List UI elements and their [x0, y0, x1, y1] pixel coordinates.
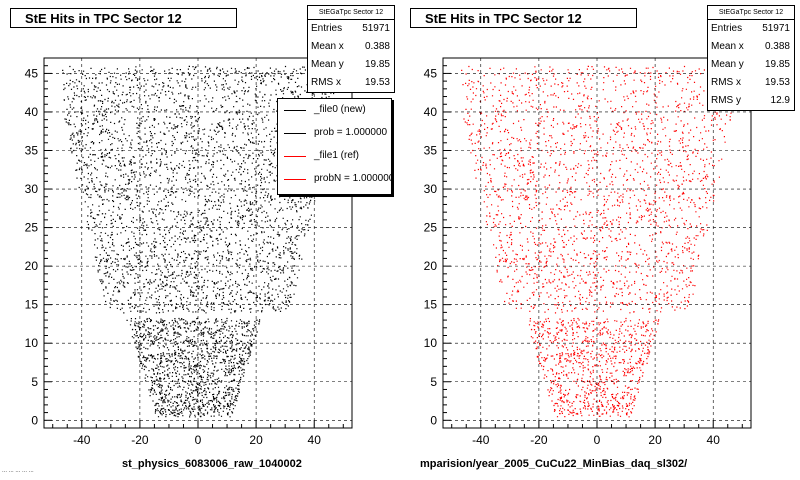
right-stats-rms-y: RMS y 12.9 [711, 95, 790, 106]
right-ytick-label: 45 [424, 66, 438, 80]
right-scatter-points [461, 65, 734, 418]
right-ytick-label: 30 [424, 182, 438, 196]
right-ytick-label: 35 [424, 144, 438, 158]
left-xtick-label: 0 [195, 433, 202, 447]
left-stats-rms-x: RMS x 19.53 [311, 77, 390, 88]
left-footer-label: st_physics_6083006_raw_1040002 [122, 458, 302, 470]
right-ytick-label: 0 [430, 413, 437, 427]
right-stats-mean-x: Mean x 0.388 [711, 41, 790, 52]
right-stats-name: StEGaTpc Sector 12 [708, 6, 794, 20]
right-ytick-label: 10 [424, 336, 438, 350]
right-stats-mean-y: Mean y 19.85 [711, 59, 790, 70]
right-xtick-label: -20 [530, 433, 548, 447]
right-ytick-label: 25 [424, 221, 438, 235]
left-grid [44, 58, 352, 428]
bottom-left-text: ... ... ... ... ... [2, 468, 34, 474]
right-xtick-label: 40 [707, 433, 721, 447]
left-ytick-label: 5 [31, 375, 38, 389]
left-ytick-label: 20 [25, 259, 39, 273]
left-stats-box: StEGaTpc Sector 12 Entries 51971 Mean x 0.… [307, 5, 395, 93]
left-plot: -40 -20 0 20 40 0 5 10 15 20 25 30 35 40 45 [25, 57, 353, 447]
left-ytick-label: 45 [25, 66, 39, 80]
right-stats-rms-x: RMS x 19.53 [711, 77, 790, 88]
legend-item-probn: probN = 1.000000 [278, 170, 391, 188]
left-ytick-label: 35 [25, 144, 39, 158]
right-plot: -40 -20 0 20 40 0 5 10 15 20 25 30 35 40 45 [424, 57, 752, 447]
right-stats-entries: Entries 51971 [711, 23, 790, 34]
left-ytick-label: 25 [25, 221, 39, 235]
left-ytick-label: 15 [25, 298, 39, 312]
right-ytick-label: 20 [424, 259, 438, 273]
right-scatter-path [461, 65, 734, 418]
left-xtick-label: 20 [249, 433, 263, 447]
left-stats-entries: Entries 51971 [311, 23, 390, 34]
right-xtick-label: 20 [648, 433, 662, 447]
left-xtick-label: -40 [73, 433, 91, 447]
legend-item-file0: _file0 (new) [278, 101, 391, 119]
right-footer-label: mparision/year_2005_CuCu22_MinBias_daq_s… [420, 458, 688, 470]
right-grid [443, 58, 751, 428]
left-stats-mean-x: Mean x 0.388 [311, 41, 390, 52]
left-xtick-label: 40 [308, 433, 322, 447]
right-ytick-label: 40 [424, 105, 438, 119]
left-ytick-label: 10 [25, 336, 39, 350]
left-xtick-label: -20 [131, 433, 149, 447]
right-ytick-label: 5 [430, 375, 437, 389]
right-xtick-label: -40 [472, 433, 490, 447]
legend-item-file1: _file1 (ref) [278, 147, 391, 165]
right-ytick-label: 15 [424, 298, 438, 312]
right-stats-box: StEGaTpc Sector 12 Entries 51971 Mean x 0.… [707, 5, 795, 111]
legend-item-prob: prob = 1.000000 [278, 124, 391, 142]
left-stats-mean-y: Mean y 19.85 [311, 59, 390, 70]
right-xtick-label: 0 [594, 433, 601, 447]
left-ytick-label: 0 [31, 413, 38, 427]
legend: _file0 (new) prob = 1.000000 _file1 (ref… [277, 98, 392, 195]
right-chart-title: StE Hits in TPC Sector 12 [410, 8, 637, 28]
left-ytick-label: 30 [25, 182, 39, 196]
left-chart-title: StE Hits in TPC Sector 12 [10, 8, 237, 28]
left-stats-name: StEGaTpc Sector 12 [308, 6, 394, 20]
left-ytick-label: 40 [25, 105, 39, 119]
